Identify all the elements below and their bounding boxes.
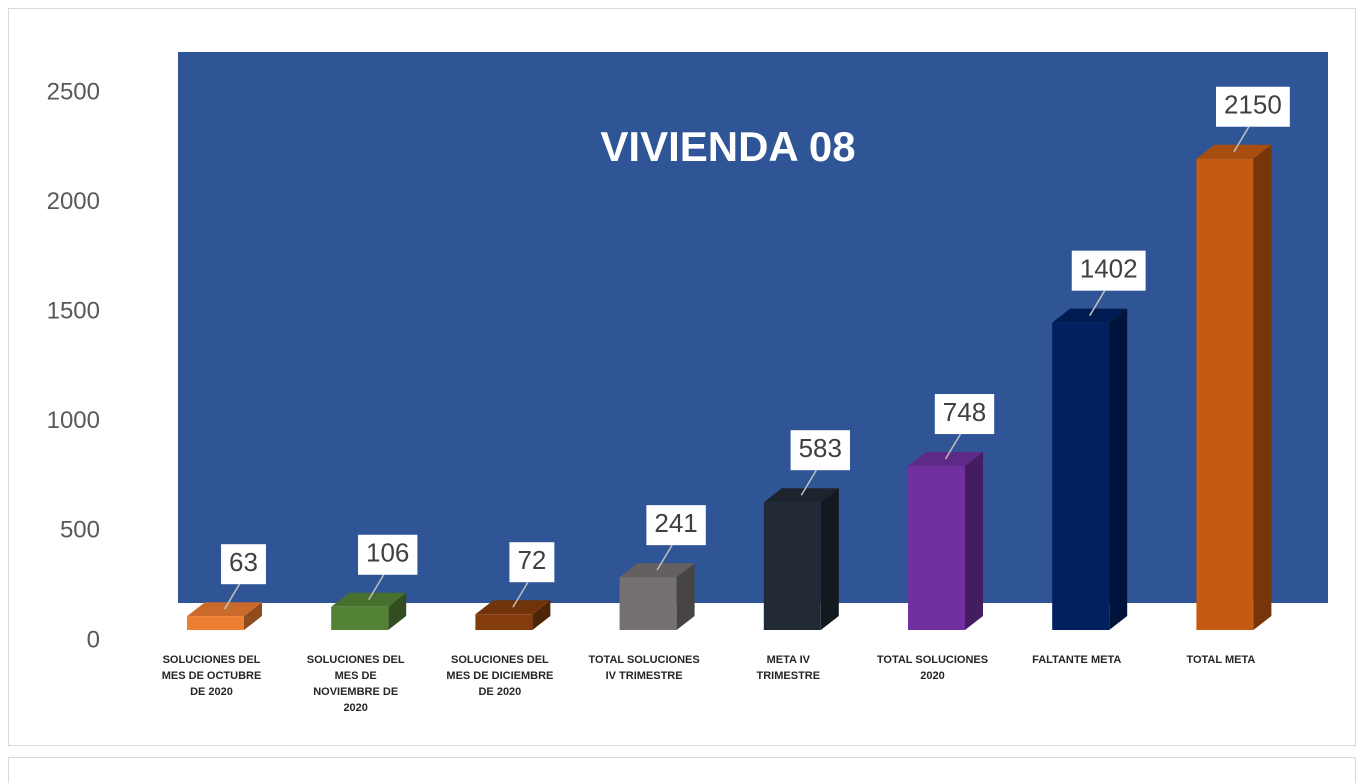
bar-side	[1253, 144, 1272, 630]
y-tick-label: 2500	[47, 78, 100, 105]
bar-side	[1109, 308, 1128, 630]
bar-front	[331, 606, 389, 630]
bar-front	[187, 616, 244, 630]
data-label-box	[509, 542, 555, 583]
x-tick-label: FALTANTE META	[1032, 654, 1122, 666]
bar-side	[965, 452, 983, 630]
data-label-box	[358, 534, 418, 575]
leader-line	[1089, 290, 1106, 317]
bar-front	[908, 466, 965, 630]
leader-line	[223, 583, 241, 610]
bar-front	[475, 614, 533, 630]
data-label: 106	[366, 538, 409, 568]
data-label-box	[221, 544, 266, 585]
bar	[1052, 308, 1128, 630]
data-label: 72	[517, 545, 546, 575]
x-tick-label: TOTAL SOLUCIONES IV TRIMESTRE	[588, 654, 700, 682]
x-tick-label: TOTAL SOLUCIONES 2020	[876, 654, 989, 682]
y-tick-label: 1000	[47, 407, 100, 434]
plot-background	[178, 52, 1328, 603]
x-tick-label: SOLUCIONES DEL MES DE NOVIEMBRE DE 2020	[306, 654, 405, 714]
bar	[908, 452, 983, 630]
lower-panel	[8, 757, 1356, 783]
leader-line	[512, 581, 529, 608]
y-tick-label: 1500	[47, 298, 100, 325]
bar-front	[1052, 322, 1110, 630]
data-label-box	[1215, 86, 1290, 127]
bar-side	[244, 602, 262, 630]
data-label-box	[790, 430, 850, 471]
leader-line	[800, 469, 817, 496]
data-label: 583	[799, 433, 842, 463]
bar-side	[820, 488, 839, 630]
data-label: 748	[943, 397, 986, 427]
leader-line	[368, 574, 385, 601]
bar	[1196, 144, 1272, 630]
y-tick-label: 0	[87, 626, 100, 653]
bar	[763, 488, 839, 630]
bar-front	[763, 502, 821, 630]
bar-front	[1196, 158, 1254, 630]
data-label: 63	[229, 547, 258, 577]
x-tick-label: SOLUCIONES DEL MES DE OCTUBRE DE 2020	[161, 654, 262, 698]
bar-side	[532, 600, 551, 630]
data-label: 1402	[1080, 254, 1138, 284]
x-tick-label: SOLUCIONES DEL MES DE DICIEMBRE DE 2020	[446, 654, 554, 698]
chart-title: VIVIENDA 08	[600, 123, 855, 170]
data-label: 241	[654, 508, 697, 538]
leader-line	[944, 433, 962, 460]
data-label-box	[934, 394, 995, 435]
y-tick-label: 2000	[47, 188, 100, 215]
leader-line	[656, 544, 673, 571]
leader-line	[1233, 126, 1250, 153]
x-tick-label: META IV TRIMESTRE	[756, 654, 821, 682]
bar-front	[619, 577, 677, 630]
data-label: 2150	[1224, 90, 1282, 120]
data-label-box	[646, 505, 706, 546]
bar-side	[388, 592, 407, 630]
bar-side	[676, 563, 695, 630]
bar	[619, 563, 695, 630]
x-tick-label: TOTAL META	[1186, 654, 1256, 666]
y-tick-label: 500	[60, 517, 100, 544]
data-label-box	[1071, 250, 1146, 291]
